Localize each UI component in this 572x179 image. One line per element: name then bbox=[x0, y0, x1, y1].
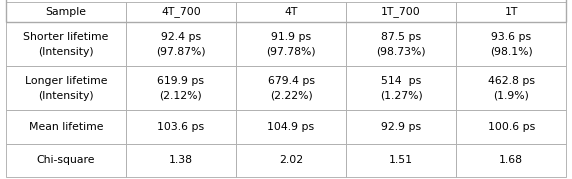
Bar bbox=[346, 66, 456, 110]
Text: 92.9 ps: 92.9 ps bbox=[381, 122, 421, 132]
Bar bbox=[456, 2, 566, 22]
Text: 1.68: 1.68 bbox=[499, 155, 523, 165]
Text: Sample: Sample bbox=[45, 7, 86, 17]
Bar bbox=[346, 2, 456, 22]
Text: 93.6 ps
(98.1%): 93.6 ps (98.1%) bbox=[490, 32, 533, 57]
Bar bbox=[126, 2, 236, 22]
Bar bbox=[456, 110, 566, 144]
Bar bbox=[6, 144, 126, 177]
Text: Longer lifetime
(Intensity): Longer lifetime (Intensity) bbox=[25, 76, 107, 101]
Text: Shorter lifetime
(Intensity): Shorter lifetime (Intensity) bbox=[23, 32, 109, 57]
Bar bbox=[346, 144, 456, 177]
Text: 104.9 ps: 104.9 ps bbox=[268, 122, 315, 132]
Text: 4T: 4T bbox=[284, 7, 297, 17]
Text: 619.9 ps
(2.12%): 619.9 ps (2.12%) bbox=[157, 76, 204, 101]
Text: 87.5 ps
(98.73%): 87.5 ps (98.73%) bbox=[376, 32, 426, 57]
Bar bbox=[236, 22, 346, 66]
Text: 1.51: 1.51 bbox=[389, 155, 413, 165]
Bar bbox=[6, 110, 126, 144]
Bar bbox=[456, 144, 566, 177]
Bar bbox=[126, 66, 236, 110]
Text: Chi-square: Chi-square bbox=[37, 155, 95, 165]
Text: 679.4 ps
(2.22%): 679.4 ps (2.22%) bbox=[268, 76, 315, 101]
Text: 91.9 ps
(97.78%): 91.9 ps (97.78%) bbox=[266, 32, 316, 57]
Text: 92.4 ps
(97.87%): 92.4 ps (97.87%) bbox=[156, 32, 206, 57]
Bar bbox=[236, 110, 346, 144]
Bar bbox=[126, 110, 236, 144]
Bar bbox=[236, 66, 346, 110]
Bar bbox=[126, 144, 236, 177]
Text: 1T_700: 1T_700 bbox=[382, 6, 421, 17]
Bar bbox=[236, 144, 346, 177]
Bar bbox=[456, 66, 566, 110]
Bar bbox=[6, 2, 126, 22]
Text: 2.02: 2.02 bbox=[279, 155, 303, 165]
Bar bbox=[6, 22, 126, 66]
Text: 1T: 1T bbox=[505, 7, 518, 17]
Bar bbox=[346, 22, 456, 66]
Bar bbox=[6, 66, 126, 110]
Text: 4T_700: 4T_700 bbox=[161, 6, 201, 17]
Bar bbox=[236, 2, 346, 22]
Bar bbox=[346, 110, 456, 144]
Bar bbox=[126, 22, 236, 66]
Bar bbox=[456, 22, 566, 66]
Text: Mean lifetime: Mean lifetime bbox=[29, 122, 103, 132]
Text: 100.6 ps: 100.6 ps bbox=[487, 122, 535, 132]
Text: 514  ps
(1.27%): 514 ps (1.27%) bbox=[380, 76, 423, 101]
Text: 1.38: 1.38 bbox=[169, 155, 193, 165]
Text: 103.6 ps: 103.6 ps bbox=[157, 122, 205, 132]
Text: 462.8 ps
(1.9%): 462.8 ps (1.9%) bbox=[488, 76, 535, 101]
